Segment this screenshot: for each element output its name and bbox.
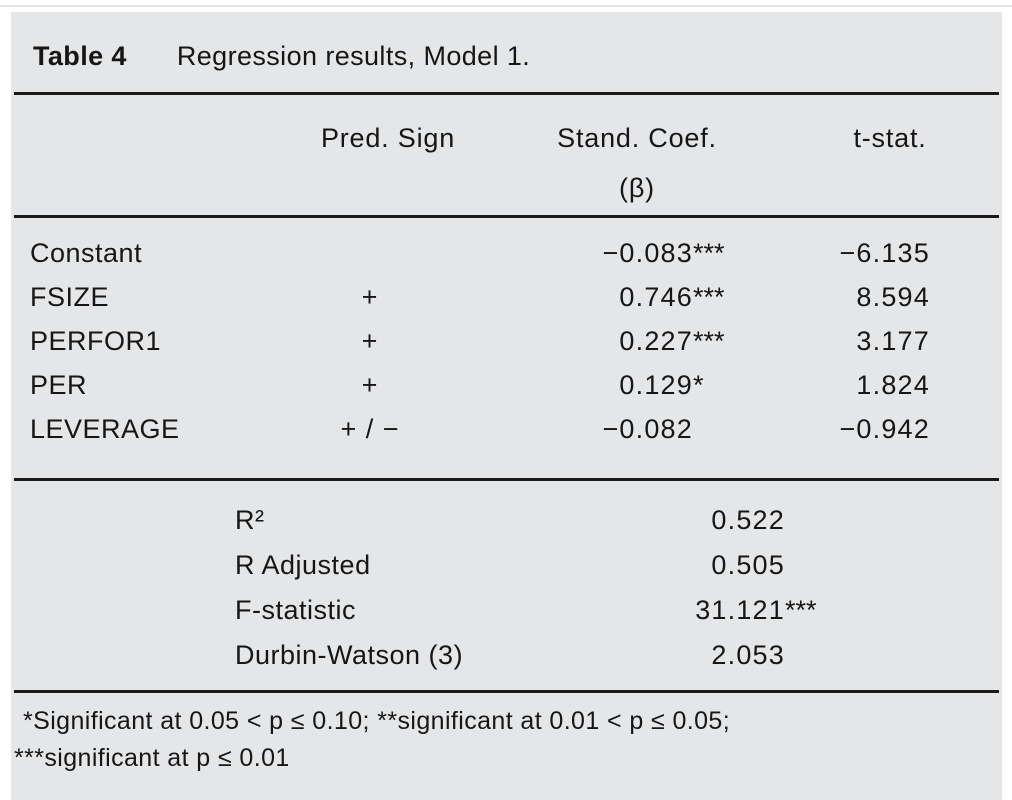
stat-row: R² 0.522: [11, 498, 1002, 543]
table-number-label: Table 4: [33, 40, 127, 71]
stat-value: 0.505: [711, 550, 785, 580]
stat-label: Durbin-Watson (3): [235, 640, 464, 670]
variable-name: PER: [30, 370, 88, 400]
table-row: LEVERAGE + / − −0.082 −0.942: [11, 407, 1002, 451]
table-panel: Table 4 Regression results, Model 1. Pre…: [11, 12, 1002, 800]
table-row: Constant −0.083*** −6.135: [11, 231, 1002, 275]
footnote-line-2: ***significant at p ≤ 0.01: [14, 744, 290, 772]
table-footnote: *Significant at 0.05 < p ≤ 0.10; **signi…: [11, 693, 1002, 777]
t-stat-value: −0.942: [839, 414, 930, 444]
column-header-row: Pred. Sign Stand. Coef. t-stat. (β): [11, 95, 1002, 215]
column-header-stand-coef: Stand. Coef.: [557, 123, 717, 153]
t-stat-value: 8.594: [856, 282, 930, 312]
pred-sign-value: + / −: [340, 414, 400, 444]
stat-row: Durbin-Watson (3) 2.053: [11, 633, 1002, 678]
stat-label: R²: [235, 505, 265, 535]
variable-name: PERFOR1: [30, 326, 162, 356]
page-crop-line: [0, 5, 1012, 7]
table-caption: Table 4 Regression results, Model 1.: [11, 12, 1002, 92]
rule-above-footnote: [14, 690, 999, 693]
column-header-pred-sign: Pred. Sign: [320, 123, 456, 153]
coefficients-section: Constant −0.083*** −6.135 FSIZE + 0.746*…: [11, 218, 1002, 478]
t-stat-value: 1.824: [856, 370, 930, 400]
pred-sign-value: +: [361, 282, 379, 312]
table-title-text: Regression results, Model 1.: [176, 40, 531, 71]
table-row: PERFOR1 + 0.227*** 3.177: [11, 319, 1002, 363]
coef-value: −0.082: [602, 414, 693, 444]
column-header-t-stat: t-stat.: [853, 123, 927, 153]
t-stat-value: 3.177: [856, 326, 930, 356]
rule-below-body: [14, 478, 999, 481]
coef-value: 0.746***: [619, 282, 725, 312]
pred-sign-value: +: [361, 370, 379, 400]
variable-name: Constant: [30, 238, 143, 268]
variable-name: FSIZE: [30, 282, 110, 312]
stat-value: 31.121***: [695, 595, 817, 625]
t-stat-value: −6.135: [839, 238, 930, 268]
coef-value: −0.083***: [602, 238, 725, 268]
stat-row: R Adjusted 0.505: [11, 543, 1002, 588]
table-row: PER + 0.129* 1.824: [11, 363, 1002, 407]
coef-value: 0.129*: [619, 370, 704, 400]
stat-value: 0.522: [711, 505, 785, 535]
stat-label: F-statistic: [235, 595, 357, 625]
coef-value: 0.227***: [619, 326, 725, 356]
table-row: FSIZE + 0.746*** 8.594: [11, 275, 1002, 319]
model-stats-section: R² 0.522 R Adjusted 0.505 F-statistic 31…: [11, 481, 1002, 690]
footnote-line-1: *Significant at 0.05 < p ≤ 0.10; **signi…: [23, 707, 731, 735]
stat-label: R Adjusted: [235, 550, 371, 580]
stat-row: F-statistic 31.121***: [11, 588, 1002, 633]
column-header-beta: (β): [619, 173, 655, 203]
rule-below-header: [14, 215, 999, 218]
pred-sign-value: +: [361, 326, 379, 356]
rule-below-title: [14, 92, 999, 95]
variable-name: LEVERAGE: [30, 414, 180, 444]
stat-value: 2.053: [711, 640, 785, 670]
